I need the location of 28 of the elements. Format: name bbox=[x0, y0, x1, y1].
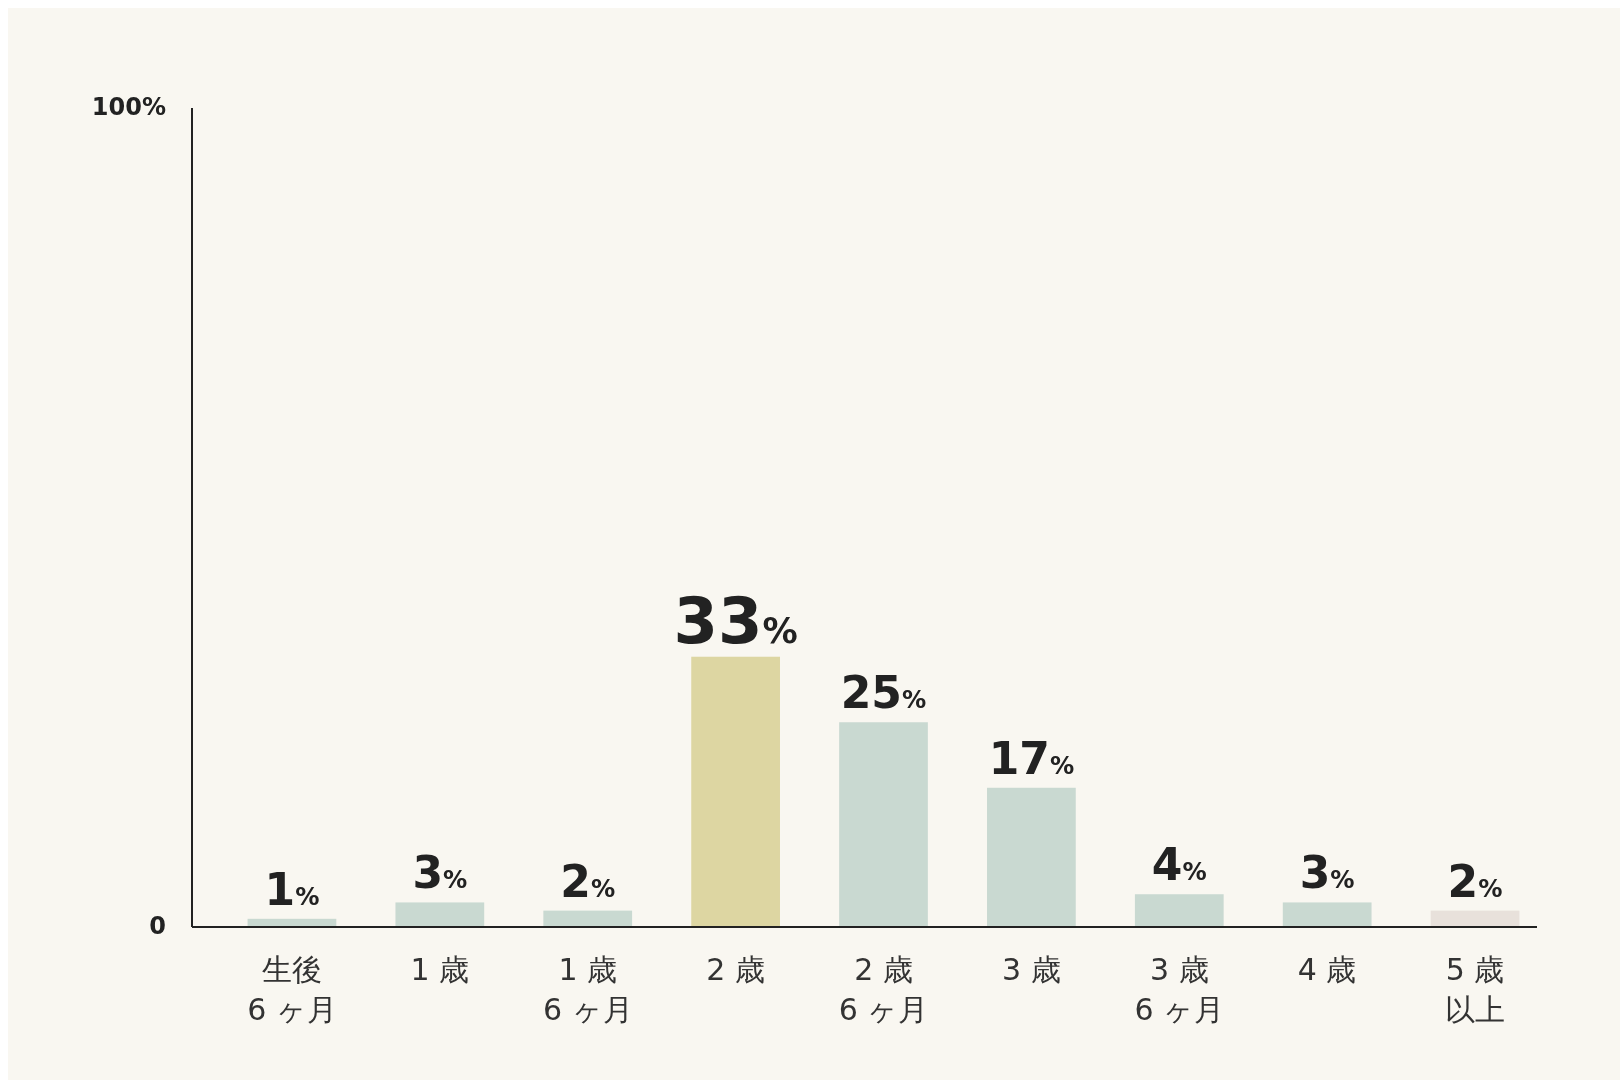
y-tick-label: 0 bbox=[149, 912, 166, 940]
x-tick-label: 3 歳6 ヶ月 bbox=[1134, 952, 1225, 1027]
data-label: 17% bbox=[988, 732, 1075, 784]
data-label: 3% bbox=[1299, 847, 1355, 899]
x-tick-label: 1 歳 bbox=[410, 952, 470, 987]
data-label: 33% bbox=[673, 583, 798, 658]
y-tick-label: 100% bbox=[91, 93, 166, 121]
bar bbox=[1134, 894, 1224, 927]
bar bbox=[1430, 910, 1520, 927]
x-tick-label: 4 歳 bbox=[1297, 952, 1357, 987]
bar bbox=[1282, 902, 1372, 927]
x-tick-label: 2 歳6 ヶ月 bbox=[838, 952, 929, 1027]
data-label: 3% bbox=[412, 847, 468, 899]
bar bbox=[543, 910, 633, 927]
x-tick-label: 5 歳以上 bbox=[1445, 952, 1506, 1027]
bar bbox=[691, 656, 780, 927]
data-label: 2% bbox=[1447, 855, 1503, 907]
bar bbox=[987, 787, 1076, 927]
data-label: 1% bbox=[264, 863, 320, 915]
bar bbox=[839, 722, 928, 927]
x-tick-label: 1 歳6 ヶ月 bbox=[542, 952, 633, 1027]
x-tick-label: 2 歳 bbox=[706, 952, 765, 987]
data-label: 2% bbox=[560, 855, 616, 907]
data-label: 4% bbox=[1151, 839, 1207, 891]
data-label: 25% bbox=[840, 667, 927, 719]
x-tick-label: 3 歳 bbox=[1002, 952, 1061, 987]
x-tick-label: 生後6 ヶ月 bbox=[247, 952, 337, 1027]
bar bbox=[395, 902, 485, 927]
